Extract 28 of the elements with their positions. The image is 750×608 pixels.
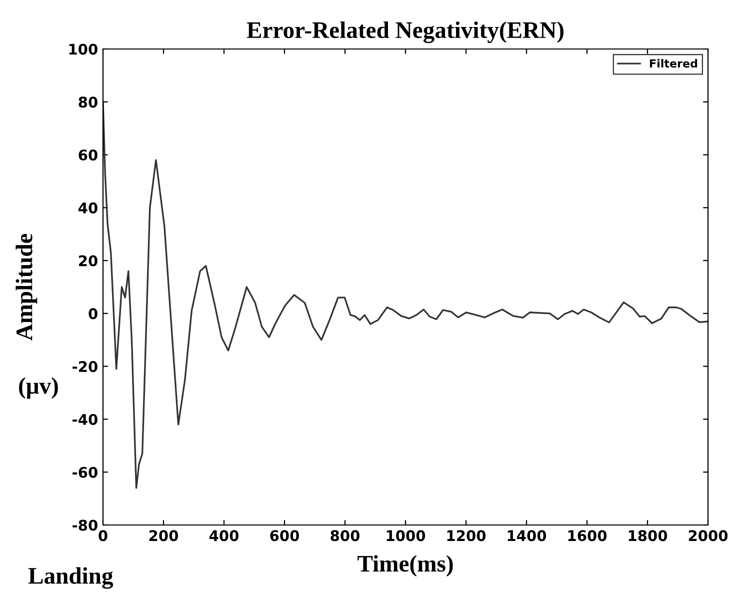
line-series — [103, 101, 708, 489]
x-axis-title: Time(ms) — [358, 555, 453, 576]
x-tick-label: 600 — [270, 530, 300, 542]
x-tick-label: 1200 — [447, 530, 486, 542]
y-tick-label: 60 — [78, 149, 98, 161]
x-tick-label: 1600 — [568, 530, 607, 542]
y-tick-label: 20 — [79, 255, 98, 266]
y-tick-label: -40 — [72, 414, 98, 425]
y-tick-label: 80 — [78, 96, 98, 108]
y-tick-label: -60 — [72, 466, 98, 478]
x-tick-label: 1400 — [508, 530, 546, 542]
text: Landing — [28, 567, 114, 589]
y-tick-label: 40 — [78, 202, 98, 214]
y-axis-title: Amplitude — [16, 234, 38, 341]
legend-label: Filtered — [650, 59, 698, 68]
chart-title: Error-Related Negativity(ERN) — [246, 22, 564, 44]
x-tick-label: 400 — [209, 530, 239, 542]
y-tick-label: -20 — [72, 361, 98, 372]
x-tick-label: 800 — [330, 530, 360, 542]
x-tick-label: 1000 — [386, 530, 426, 542]
y-tick-label: 0 — [88, 308, 98, 320]
y-tick-label: -80 — [72, 520, 98, 531]
x-tick-label: 2000 — [688, 530, 728, 542]
y-tick-label: 100 — [69, 44, 98, 55]
text: (μv) — [19, 377, 58, 399]
x-tick-label: 0 — [98, 530, 108, 542]
x-tick-label: 1800 — [628, 530, 668, 542]
x-tick-label: 200 — [149, 530, 178, 542]
